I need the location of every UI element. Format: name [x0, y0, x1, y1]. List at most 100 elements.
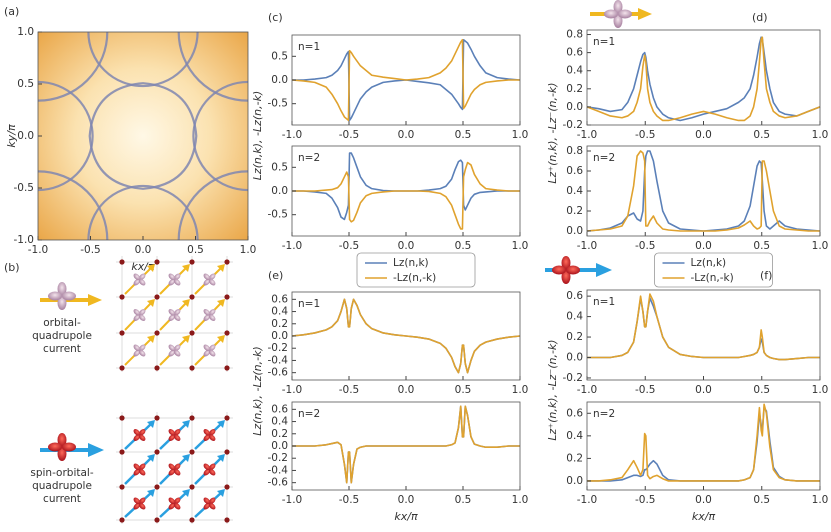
y-tick-label: 0.8	[566, 145, 583, 157]
y-tick-label: 0.5	[271, 50, 288, 62]
data-line	[587, 297, 820, 361]
y-tick-label: 0.6	[566, 165, 583, 177]
y-tick-label: -0.2	[268, 452, 289, 464]
y-tick-label: 0.4	[566, 65, 583, 77]
y-tick-label: 0.4	[566, 185, 583, 197]
y-tick-label: -0.6	[268, 367, 289, 379]
lattice-site	[119, 365, 125, 371]
lattice-site	[189, 365, 195, 371]
data-line	[292, 161, 520, 230]
x-tick-label: 0.0	[398, 129, 415, 141]
lattice-site	[154, 484, 160, 490]
x-axis-label: kx/π	[692, 510, 716, 523]
orbital-arrow-icon	[590, 0, 652, 28]
lattice-site	[189, 449, 195, 455]
x-axis-label: kx/π	[394, 510, 418, 523]
subplot-annotation: n=2	[593, 408, 615, 420]
x-tick-label: 1.0	[812, 384, 829, 396]
x-tick-label: 1.0	[240, 244, 257, 256]
legend-label: -Lz(n,-k)	[393, 272, 436, 284]
x-tick-label: -1.0	[577, 129, 598, 141]
x-tick-label: 0.0	[695, 240, 712, 252]
lattice-site	[154, 365, 160, 371]
lattice	[116, 412, 233, 524]
y-tick-label: 0.8	[566, 29, 583, 41]
y-tick-label: 0.2	[566, 205, 583, 217]
y-tick-label: -0.2	[268, 342, 289, 354]
lattice-site	[224, 294, 230, 300]
y-tick-label: -1.0	[14, 234, 35, 246]
lattice-site	[119, 517, 125, 523]
lattice-site	[224, 365, 230, 371]
lattice-site	[154, 330, 160, 336]
bond-arrowhead	[217, 420, 225, 428]
y-tick-label: 0.2	[566, 452, 583, 464]
x-tick-label: 0.0	[398, 240, 415, 252]
lattice-site	[154, 415, 160, 421]
lattice-site	[224, 449, 230, 455]
y-tick-label: 0.4	[566, 311, 583, 323]
x-tick-label: 1.0	[512, 384, 529, 396]
bond-arrowhead	[182, 264, 190, 272]
bond-arrowhead	[147, 420, 155, 428]
y-tick-label: 0.5	[271, 161, 288, 173]
y-tick-label: 0.0	[17, 130, 34, 142]
y-tick-label: 0.4	[271, 416, 288, 428]
lattice-site	[224, 517, 230, 523]
x-tick-label: -0.5	[80, 244, 101, 256]
y-tick-label: -0.2	[563, 372, 584, 384]
x-tick-label: -1.0	[282, 384, 303, 396]
spin-orbital-icon-b	[40, 433, 104, 461]
lattice	[116, 256, 233, 372]
y-tick-label: 0.0	[271, 330, 288, 342]
y-axis-label: Lz(n,k), -Lz(n,-k)	[251, 346, 264, 436]
data-line	[587, 403, 820, 482]
plot-frame	[586, 401, 821, 491]
band-contour	[38, 80, 94, 192]
caption: orbital-	[43, 317, 81, 329]
data-line	[291, 298, 521, 374]
plot-frame	[291, 34, 521, 126]
x-tick-label: -0.5	[635, 240, 656, 252]
y-tick-label: 0.6	[271, 403, 288, 415]
y-tick-label: 0.2	[271, 318, 288, 330]
lattice-site	[119, 484, 125, 490]
lattice-site	[154, 517, 160, 523]
x-tick-label: 0.5	[753, 494, 770, 506]
panel-label: (c)	[268, 11, 283, 24]
lattice-site	[119, 330, 125, 336]
lattice-site	[224, 259, 230, 265]
plot-frame	[37, 31, 249, 241]
legend-label: Lz(n,k)	[393, 257, 429, 269]
bond-arrowhead	[147, 264, 155, 272]
bond-arrowhead	[182, 299, 190, 307]
caption: quadrupole	[32, 480, 92, 492]
band-contour	[87, 32, 199, 88]
legend-label: -Lz(n,-k)	[691, 272, 734, 284]
bond-arrowhead	[217, 299, 225, 307]
lattice-site	[224, 484, 230, 490]
caption: current	[43, 493, 81, 505]
lattice-site	[119, 259, 125, 265]
y-axis-label: ky/π	[5, 124, 18, 148]
y-tick-label: -0.6	[268, 477, 289, 489]
y-tick-label: 0.2	[271, 428, 288, 440]
y-tick-label: 0.6	[566, 47, 583, 59]
spin-orbital-arrow-icon	[545, 256, 612, 284]
y-tick-label: 0.0	[566, 101, 583, 113]
data-line	[586, 36, 821, 122]
data-line	[292, 405, 520, 484]
y-tick-label: 0.2	[566, 331, 583, 343]
x-tick-label: 1.0	[512, 494, 529, 506]
x-tick-label: -0.5	[339, 384, 360, 396]
lattice-site	[189, 415, 195, 421]
bond-arrowhead	[147, 489, 155, 497]
x-tick-label: 0.0	[398, 384, 415, 396]
y-axis-label: Lz⁺(n,k), -Lz⁻(n,-k)	[546, 82, 559, 183]
caption: quadrupole	[32, 330, 92, 342]
panel-label: (f)	[760, 269, 772, 282]
subplot-annotation: n=2	[298, 408, 320, 420]
bond-arrowhead	[182, 420, 190, 428]
x-tick-label: 1.0	[812, 240, 829, 252]
heatmap-background	[38, 32, 248, 240]
